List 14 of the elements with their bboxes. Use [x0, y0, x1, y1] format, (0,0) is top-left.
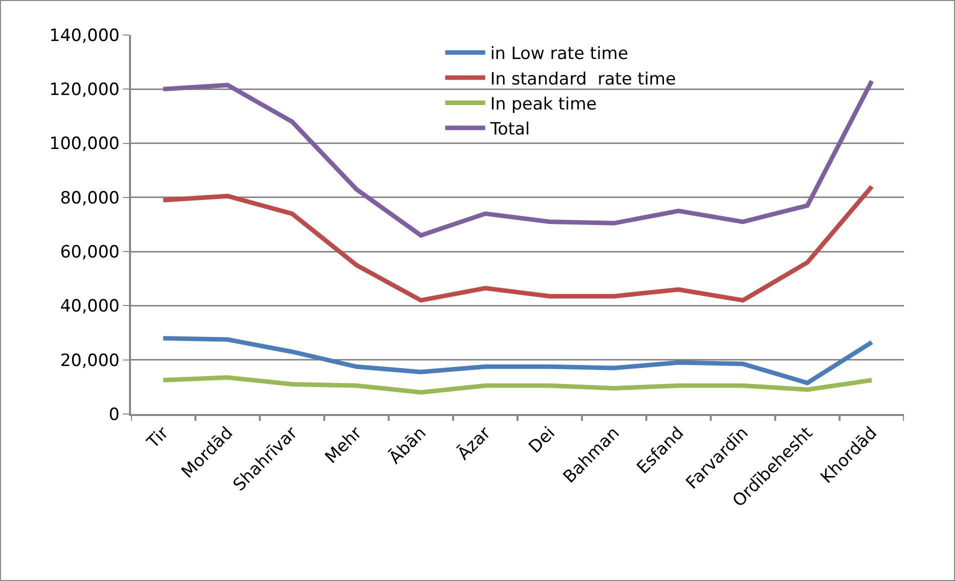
y-tick-label: 140,000 [49, 26, 120, 46]
y-tick-label: 80,000 [60, 188, 120, 208]
y-tick-label: 120,000 [49, 80, 120, 100]
y-tick-label: 100,000 [49, 134, 120, 154]
y-tick-label: 20,000 [60, 350, 120, 371]
legend-label: in Low rate time [490, 44, 628, 64]
y-tick-label: 40,000 [60, 296, 120, 317]
y-tick-label: 0 [108, 404, 120, 425]
legend-label: In peak time [490, 94, 597, 114]
y-tick-label: 60,000 [60, 242, 120, 263]
legend-label: In standard rate time [490, 69, 676, 90]
legend-label: Total [489, 119, 530, 140]
x-tick-label: Tir [142, 423, 173, 454]
x-tick-label: Dei [525, 423, 560, 458]
